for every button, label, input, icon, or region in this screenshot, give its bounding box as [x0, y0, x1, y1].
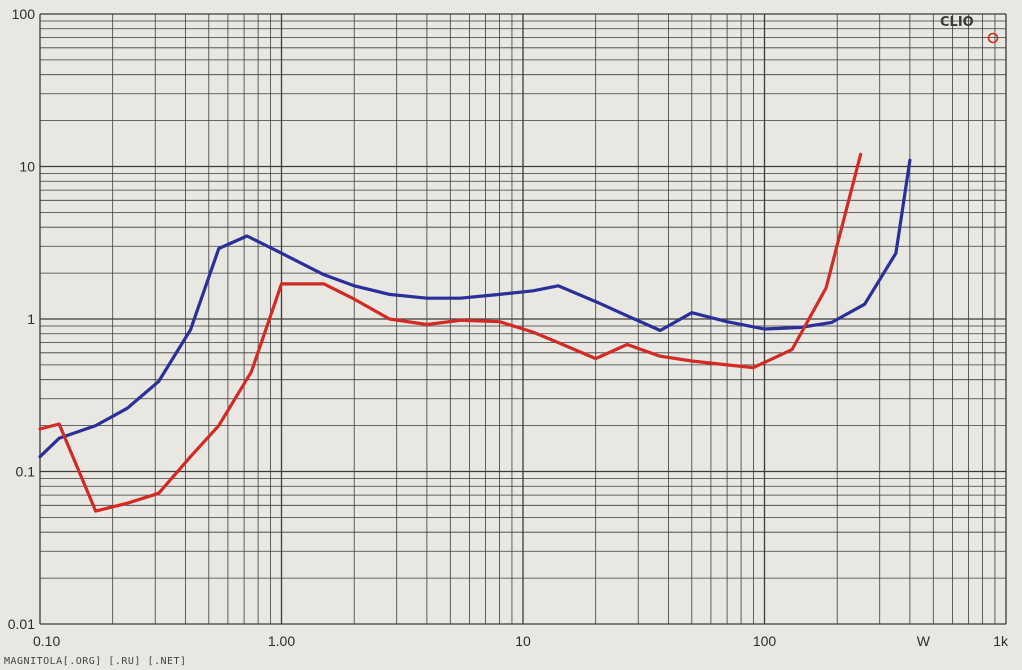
grid [39, 13, 1007, 625]
x-tick-label: 1.00 [268, 633, 295, 649]
series-line-2 [38, 152, 863, 513]
x-unit-label: W [917, 633, 931, 649]
series-group [38, 152, 912, 513]
x-tick-label: 1k [993, 633, 1009, 649]
logo-text: CLIO [940, 15, 974, 30]
watermark: MAGNITOLA[.ORG] [.RU] [.NET] [4, 656, 187, 667]
x-tick-label: 100 [753, 633, 777, 649]
clio-logo: CLIO [940, 15, 999, 44]
x-tick-label: 0.10 [33, 633, 60, 649]
series-line-1 [38, 158, 912, 459]
tick-labels: 0.10 1.00 10 100 1k W 100 10 1 0.1 0.01 [8, 6, 1009, 649]
y-tick-label: 0.1 [16, 464, 36, 480]
x-tick-label: 10 [515, 633, 531, 649]
y-tick-label: 0.01 [8, 616, 35, 632]
y-tick-label: 100 [12, 6, 36, 22]
logo-mark-icon [987, 32, 999, 44]
y-tick-label: 10 [19, 159, 35, 175]
y-tick-label: 1 [27, 311, 35, 327]
